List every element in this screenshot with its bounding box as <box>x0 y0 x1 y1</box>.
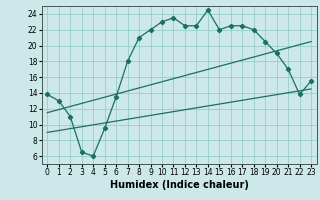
X-axis label: Humidex (Indice chaleur): Humidex (Indice chaleur) <box>110 180 249 190</box>
